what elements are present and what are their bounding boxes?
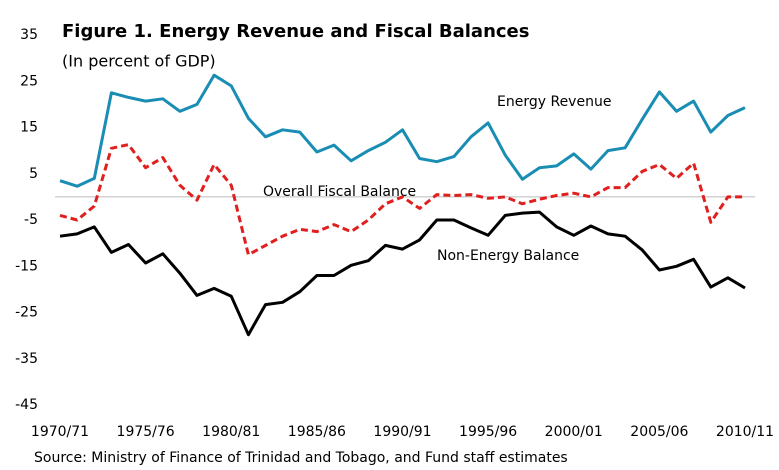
y-tick-label: -35 <box>15 351 38 367</box>
x-tick-label: 2010/11 <box>716 424 774 440</box>
source-note: Source: Ministry of Finance of Trinidad … <box>34 450 568 466</box>
series-line <box>59 143 745 257</box>
series-label: Energy Revenue <box>497 94 611 110</box>
y-tick-label: 25 <box>20 73 38 89</box>
series-label: Overall Fiscal Balance <box>263 184 416 200</box>
x-tick-label: 1985/86 <box>288 424 346 440</box>
y-tick-label: -25 <box>15 305 38 321</box>
x-tick-label: 1975/76 <box>117 424 175 440</box>
x-tick-label: 2000/01 <box>545 424 603 440</box>
chart-subtitle: (In percent of GDP) <box>62 52 216 71</box>
y-tick-label: -15 <box>15 258 38 274</box>
x-tick-label: 2005/06 <box>630 424 688 440</box>
x-tick-label: 1995/96 <box>459 424 517 440</box>
y-tick-label: 15 <box>20 120 38 136</box>
series-line <box>59 210 746 337</box>
y-tick-label: 35 <box>20 27 38 43</box>
series-label: Non-Energy Balance <box>437 248 579 264</box>
x-tick-label: 1990/91 <box>373 424 431 440</box>
y-tick-label: -5 <box>24 212 38 228</box>
chart-title: Figure 1. Energy Revenue and Fiscal Bala… <box>62 21 529 42</box>
x-tick-label: 1970/71 <box>31 424 89 440</box>
x-tick-label: 1980/81 <box>202 424 260 440</box>
y-tick-label: 5 <box>29 166 38 182</box>
y-tick-label: -45 <box>15 397 38 413</box>
series-line <box>59 73 746 188</box>
